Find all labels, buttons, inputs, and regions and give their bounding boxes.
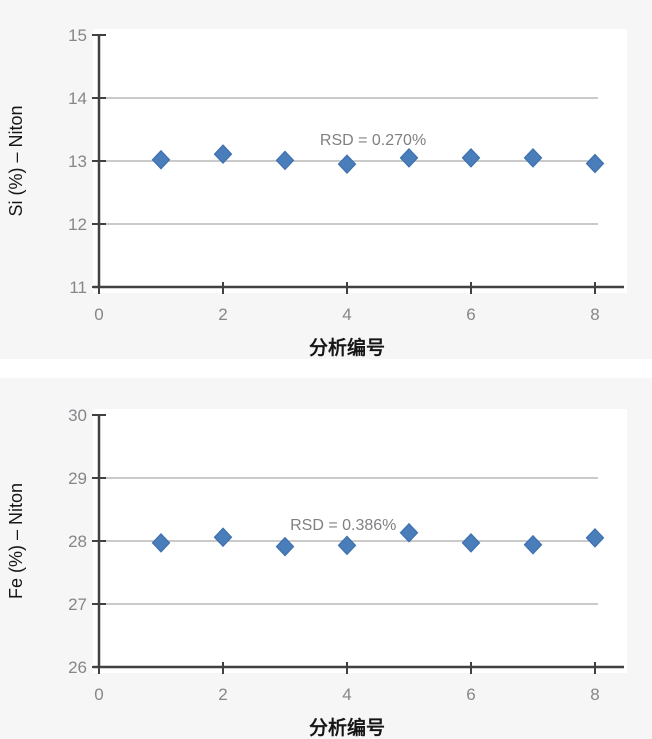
y-tick-label-26: 26 <box>68 658 87 677</box>
data-point-marker-5 <box>399 522 419 543</box>
data-point-marker-2 <box>213 144 233 164</box>
y-tick-label-14: 14 <box>68 89 87 108</box>
x-tick-label-4: 4 <box>342 685 351 704</box>
data-point-marker-3 <box>275 150 295 171</box>
y-tick-label-30: 30 <box>68 406 87 425</box>
y-tick-label-12: 12 <box>68 215 87 234</box>
fe-chart-panel: 26 27 28 29 30 0 2 4 6 8 RSD = 0.386% Fe (%) – Nito… <box>0 378 652 739</box>
data-point-marker-5 <box>399 147 419 168</box>
data-point-marker-8 <box>585 527 605 548</box>
rsd-annotation: RSD = 0.386% <box>290 517 396 534</box>
data-point-marker-6 <box>461 533 481 553</box>
x-tick-label-4: 4 <box>342 305 351 324</box>
y-tick-label-11: 11 <box>69 278 87 297</box>
data-point-marker-1 <box>151 533 171 553</box>
y-axis-title: Si (%) – Niton <box>6 105 26 216</box>
data-point-marker-7 <box>523 534 543 555</box>
x-axis-title: 分析编号 <box>309 716 385 739</box>
data-point-marker-6 <box>461 147 481 168</box>
data-point-marker-7 <box>523 147 543 168</box>
y-tick-label-28: 28 <box>68 532 87 551</box>
x-tick-label-8: 8 <box>590 685 599 704</box>
data-point-marker-4 <box>337 535 357 556</box>
y-tick-label-27: 27 <box>68 595 87 614</box>
x-tick-label-6: 6 <box>466 685 475 704</box>
y-tick-label-13: 13 <box>68 152 87 171</box>
x-tick-label-2: 2 <box>218 685 227 704</box>
fe-chart-svg: 26 27 28 29 30 0 2 4 6 8 RSD = 0.386% Fe (%) – Nito… <box>6 406 627 739</box>
x-tick-label-0: 0 <box>94 685 103 704</box>
data-point-marker-3 <box>275 536 295 557</box>
y-axis-title: Fe (%) – Niton <box>6 483 26 599</box>
x-axis-title: 分析编号 <box>309 336 385 359</box>
si-chart-svg: 11 12 13 14 15 0 2 4 6 8 RSD = 0.270% Si (%) – Nito… <box>6 26 627 359</box>
data-point-marker-8 <box>585 153 605 174</box>
y-tick-label-15: 15 <box>68 26 87 45</box>
x-tick-label-6: 6 <box>466 305 475 324</box>
si-chart-panel: 11 12 13 14 15 0 2 4 6 8 RSD = 0.270% Si (%) – Nito… <box>0 0 652 359</box>
data-point-marker-2 <box>213 527 233 548</box>
y-tick-label-29: 29 <box>68 469 87 488</box>
rsd-annotation: RSD = 0.270% <box>320 132 426 149</box>
panel-gap <box>0 359 652 378</box>
x-tick-label-2: 2 <box>218 305 227 324</box>
x-tick-label-0: 0 <box>94 305 103 324</box>
x-tick-label-8: 8 <box>590 305 599 324</box>
data-point-marker-4 <box>337 154 357 175</box>
data-point-marker-1 <box>151 149 171 170</box>
